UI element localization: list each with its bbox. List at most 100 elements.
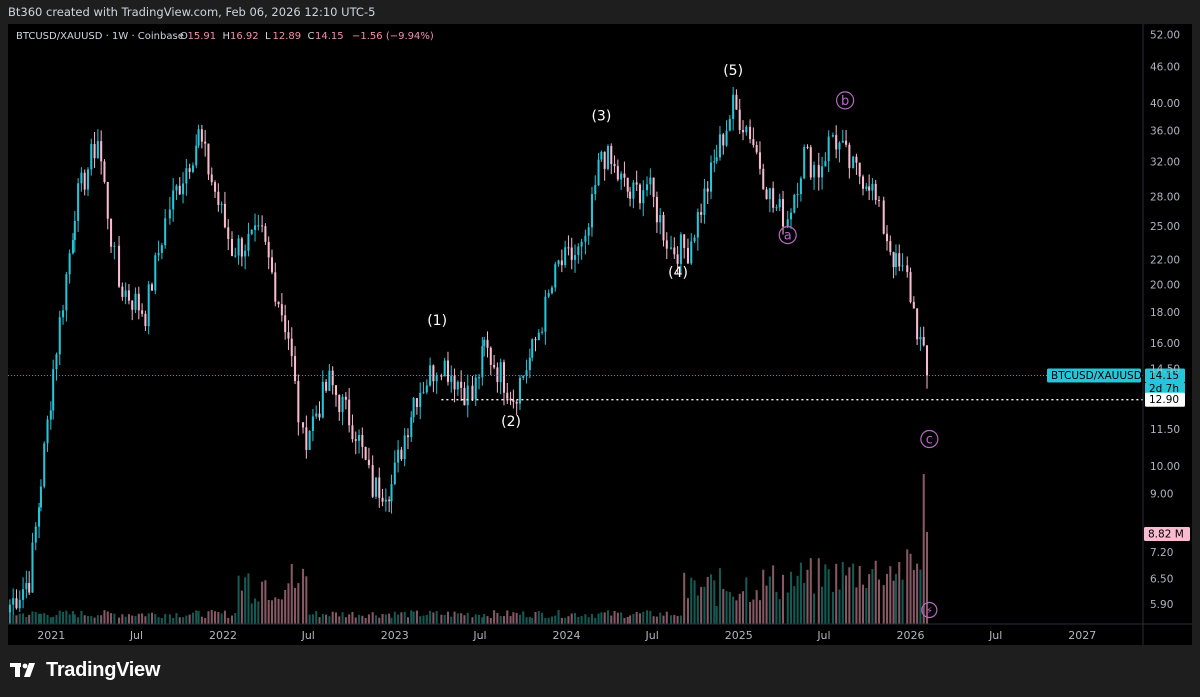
candle-body[interactable] — [894, 253, 897, 268]
candle-body[interactable] — [696, 212, 699, 238]
candle-body[interactable] — [440, 375, 443, 377]
candle-body[interactable] — [344, 396, 347, 400]
candle-body[interactable] — [871, 183, 874, 191]
candle-body[interactable] — [264, 226, 267, 242]
candle-body[interactable] — [865, 186, 868, 189]
candle-body[interactable] — [623, 173, 626, 178]
candle-body[interactable] — [466, 385, 469, 406]
candle-body[interactable] — [690, 241, 693, 264]
candle-body[interactable] — [550, 287, 553, 294]
candle-body[interactable] — [195, 145, 198, 166]
candle-body[interactable] — [703, 188, 706, 215]
candle-body[interactable] — [827, 136, 830, 162]
candle-body[interactable] — [925, 345, 929, 376]
candle-body[interactable] — [560, 260, 563, 266]
candle-body[interactable] — [100, 141, 103, 162]
candle-body[interactable] — [230, 238, 234, 256]
candle-body[interactable] — [410, 417, 413, 438]
candle-body[interactable] — [496, 367, 499, 383]
candle-body[interactable] — [73, 220, 76, 241]
candle-body[interactable] — [778, 199, 781, 208]
candle-body[interactable] — [635, 182, 638, 185]
candle-body[interactable] — [18, 599, 21, 609]
candle-body[interactable] — [909, 272, 912, 302]
candle-body[interactable] — [172, 190, 175, 210]
candle-body[interactable] — [889, 241, 892, 252]
candle-body[interactable] — [397, 449, 400, 463]
candle-body[interactable] — [185, 168, 188, 184]
candle-body[interactable] — [824, 161, 827, 167]
candle-body[interactable] — [590, 194, 593, 228]
candle-body[interactable] — [214, 182, 217, 192]
candle-body[interactable] — [642, 190, 645, 204]
candle-body[interactable] — [341, 396, 344, 412]
candle-body[interactable] — [388, 499, 391, 502]
candle-body[interactable] — [821, 166, 824, 178]
candle-body[interactable] — [718, 134, 721, 158]
candle-body[interactable] — [254, 225, 257, 230]
candle-body[interactable] — [443, 360, 446, 377]
candle-body[interactable] — [686, 247, 689, 264]
candle-body[interactable] — [715, 157, 718, 162]
candle-body[interactable] — [916, 308, 919, 340]
candle-body[interactable] — [46, 419, 49, 444]
candle-body[interactable] — [38, 507, 41, 527]
candle-body[interactable] — [374, 477, 378, 497]
candle-body[interactable] — [506, 392, 509, 399]
candle-body[interactable] — [738, 109, 741, 130]
candle-body[interactable] — [22, 589, 25, 600]
candle-body[interactable] — [732, 94, 735, 119]
candle-body[interactable] — [257, 225, 260, 227]
candle-body[interactable] — [512, 400, 515, 402]
candle-body[interactable] — [338, 394, 341, 412]
candle-body[interactable] — [25, 583, 28, 590]
candle-body[interactable] — [655, 196, 658, 223]
candle-body[interactable] — [725, 130, 728, 146]
candle-body[interactable] — [308, 430, 311, 450]
candle-body[interactable] — [270, 257, 274, 273]
candle-body[interactable] — [160, 245, 163, 253]
candle-body[interactable] — [277, 301, 280, 305]
candle-body[interactable] — [287, 332, 290, 339]
candle-body[interactable] — [700, 212, 703, 215]
candle-body[interactable] — [600, 151, 603, 160]
candle-body[interactable] — [39, 486, 42, 508]
candle-body[interactable] — [728, 118, 731, 131]
candle-body[interactable] — [247, 233, 250, 251]
candle-body[interactable] — [522, 375, 525, 378]
candle-body[interactable] — [613, 163, 616, 167]
candle-body[interactable] — [577, 246, 580, 256]
candle-body[interactable] — [483, 339, 486, 347]
candle-body[interactable] — [722, 134, 725, 146]
candle-body[interactable] — [412, 398, 415, 418]
candle-body[interactable] — [557, 260, 560, 265]
candle-body[interactable] — [662, 214, 665, 241]
candle-body[interactable] — [305, 427, 308, 450]
candle-body[interactable] — [65, 274, 68, 311]
candle-body[interactable] — [106, 182, 109, 219]
candle-body[interactable] — [486, 339, 489, 348]
candle-body[interactable] — [597, 159, 600, 186]
candle-body[interactable] — [223, 203, 226, 228]
candle-body[interactable] — [311, 416, 314, 431]
candle-body[interactable] — [841, 140, 844, 143]
candle-body[interactable] — [204, 141, 207, 144]
candle-body[interactable] — [34, 526, 37, 543]
candle-body[interactable] — [121, 286, 124, 297]
tradingview-logo[interactable]: TradingView — [10, 659, 160, 682]
candle-body[interactable] — [364, 446, 367, 460]
candle-body[interactable] — [234, 255, 237, 257]
candle-body[interactable] — [315, 413, 318, 417]
candle-body[interactable] — [124, 290, 127, 297]
candle-body[interactable] — [706, 188, 709, 192]
candle-body[interactable] — [80, 172, 83, 184]
candle-body[interactable] — [922, 337, 925, 346]
candle-body[interactable] — [131, 300, 134, 310]
candle-body[interactable] — [892, 251, 895, 268]
candle-body[interactable] — [670, 247, 673, 249]
candle-body[interactable] — [302, 422, 305, 428]
candle-body[interactable] — [861, 176, 865, 189]
candle-body[interactable] — [898, 253, 901, 267]
candle-body[interactable] — [799, 178, 802, 195]
candle-body[interactable] — [789, 212, 793, 220]
